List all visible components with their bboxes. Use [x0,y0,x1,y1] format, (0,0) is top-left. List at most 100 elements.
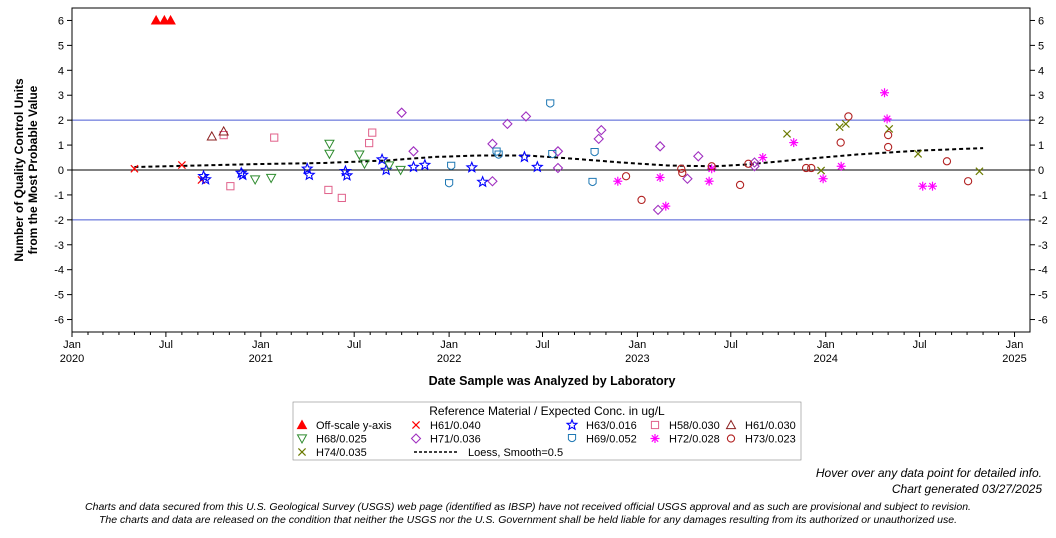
data-point-star [375,152,389,165]
y-tick-label: 6 [58,15,64,27]
y-tick-label-right: -4 [1038,265,1048,277]
disclaimer-line-2: The charts and data are released on the … [99,514,957,526]
y-tick-label-right: -1 [1038,190,1048,202]
x-tick-year: 2023 [625,353,649,365]
data-point-triangle-down [353,150,365,161]
legend-label: H71/0.036 [430,434,481,446]
data-point-x [130,164,139,173]
x-tick-year: 2021 [249,353,273,365]
legend-marker [410,433,422,444]
data-point-x [975,167,984,176]
x-tick-label: Jul [159,339,173,351]
y-tick-label: 0 [58,165,64,177]
data-point-asterisk [704,176,714,186]
data-point-diamond [593,133,604,145]
data-point-star [234,166,248,179]
data-point-x [782,129,792,138]
legend-label: H61/0.030 [745,420,796,432]
legend: Reference Material / Expected Conc. in u… [292,401,802,461]
legend-label: Loess, Smooth=0.5 [468,447,563,459]
disclaimer-line-1: Charts and data secured from this U.S. G… [85,501,971,513]
data-point-shield [546,99,555,108]
data-point-triangle-down [265,173,277,184]
data-point-circle [621,172,631,181]
data-point-shield [494,150,503,159]
x-tick-label: Jul [347,339,361,351]
data-point-diamond [654,141,666,152]
y-tick-label-right: 2 [1038,115,1044,127]
data-point-square [337,193,346,203]
data-point-asterisk [661,201,671,211]
data-point-diamond [693,151,704,162]
y-tick-label: -5 [54,290,64,302]
data-point-triangle-down [359,159,370,170]
y-tick-label-right: -3 [1038,240,1048,252]
legend-marker [567,433,577,443]
y-tick-label-right: 5 [1038,40,1044,52]
data-point-asterisk [836,161,846,171]
data-point-diamond [596,124,607,136]
legend-marker [650,420,660,430]
data-point-shield [588,177,597,187]
x-tick-label: Jan [440,339,458,351]
data-point-circle [963,177,973,186]
data-point-star [518,150,531,163]
data-point-square [226,182,235,191]
legend-label: H73/0.023 [745,434,796,446]
x-axis-label: Date Sample was Analyzed by Laboratory [429,374,676,388]
x-tick-year: 2025 [1002,353,1026,365]
y-tick-label-right: 6 [1038,15,1044,27]
data-point-circle [807,163,816,173]
data-point-circle [883,142,893,152]
data-point-circle [942,157,952,166]
legend-marker [296,434,308,445]
data-point-star [197,169,210,182]
data-point-star [302,168,316,181]
data-point-asterisk [818,174,828,184]
x-tick-label: Jan [817,339,835,351]
data-point-square [270,133,279,142]
y-tick-label-right: -6 [1038,315,1048,327]
data-point-star [476,175,489,188]
data-point-triangle-down [383,161,395,172]
data-point-x [841,119,850,128]
legend-label: H68/0.025 [316,434,367,446]
data-point-square [368,128,377,137]
legend-marker [726,434,736,443]
data-point-asterisk [758,153,768,163]
data-point-asterisk [882,114,892,124]
data-point-circle [735,180,745,190]
data-point-circle [637,195,646,205]
y-tick-label-right: 0 [1038,165,1044,177]
data-point-star [340,168,354,181]
data-point-asterisk [613,176,623,186]
data-point-diamond [502,118,513,130]
data-point-x [914,149,923,158]
data-point-triangle-down [324,139,335,150]
data-point-x [817,166,826,175]
x-tick-label: Jan [63,339,81,351]
x-tick-label: Jul [535,339,549,351]
data-point-star [236,168,250,181]
data-point-diamond [520,111,532,122]
data-point-triangle-filled [150,14,162,25]
legend-frame [292,401,802,461]
data-point-triangle-filled [165,14,176,25]
legend-marker [297,447,307,457]
legend-label: H61/0.040 [430,420,481,432]
data-point-diamond [408,146,419,157]
legend-title: Reference Material / Expected Conc. in u… [429,404,665,418]
y-tick-label-right: 3 [1038,90,1044,102]
data-point-diamond [487,175,498,187]
x-tick-label: Jan [629,339,647,351]
data-point-diamond [749,157,760,168]
legend-label: H72/0.028 [669,434,720,446]
data-point-circle [883,130,893,140]
axes: -6 -6 -5 -5 -4 -4 -3 -3 -2 -2 -1 -1 0 0 1 1 2 2 3 3 4 4 5 5 6 6 Ja… [54,7,1048,365]
data-point-asterisk [918,181,928,191]
x-tick-label: Jul [913,339,927,351]
legend-marker [565,418,579,431]
y-tick-label-right: 1 [1038,140,1044,152]
data-point-star [199,172,212,185]
